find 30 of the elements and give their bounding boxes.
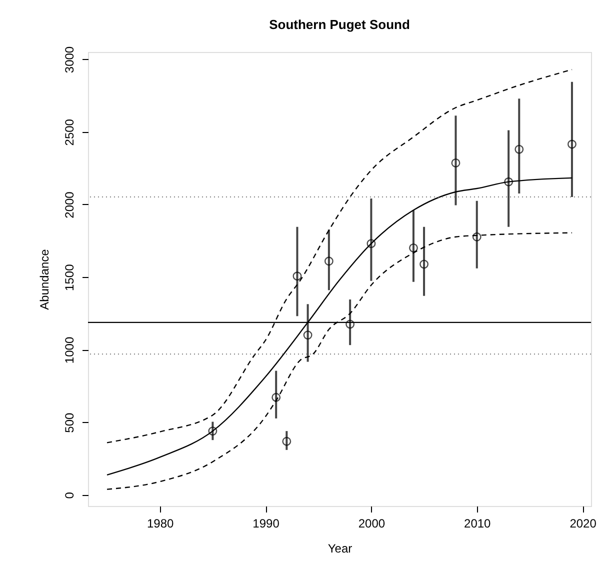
point <box>568 140 576 149</box>
x-tick-label: 2000 <box>358 516 386 530</box>
point <box>366 239 376 248</box>
y-axis-title: Abundance <box>38 248 52 310</box>
point <box>324 256 334 266</box>
point <box>346 320 355 329</box>
x-tick-label: 1990 <box>252 516 280 530</box>
x-tick-label: 2010 <box>464 516 492 530</box>
chart-title: Southern Puget Sound <box>269 16 410 32</box>
point <box>292 272 302 281</box>
y-tick-label: 500 <box>62 412 76 433</box>
point <box>504 177 514 186</box>
point <box>208 426 218 436</box>
point <box>420 260 429 269</box>
point <box>472 232 482 242</box>
x-tick-label: 1980 <box>147 516 174 530</box>
y-tick-label: 2500 <box>62 118 76 146</box>
point <box>409 243 418 252</box>
y-tick-label: 1500 <box>62 264 76 291</box>
point <box>282 436 292 446</box>
x-axis-title: Year <box>328 542 352 556</box>
point <box>272 392 281 402</box>
x-tick-label: 2020 <box>570 516 597 530</box>
y-tick-label: 3000 <box>62 46 76 74</box>
y-tick-label: 1000 <box>62 336 76 364</box>
y-tick-label: 2000 <box>62 191 76 218</box>
point <box>303 330 312 340</box>
point <box>451 158 460 168</box>
y-tick-label: 0 <box>62 492 76 499</box>
point <box>514 144 524 154</box>
